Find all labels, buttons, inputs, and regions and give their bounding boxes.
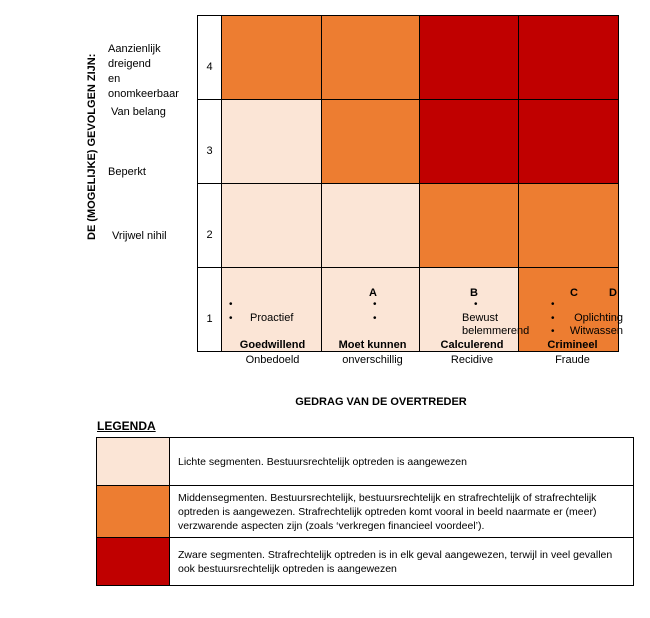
matrix-row-3: 3 — [197, 99, 619, 184]
behavior-name-moet-kunnen: Moet kunnen — [338, 339, 407, 351]
bullet-text: Bewust — [462, 311, 499, 324]
legend-swatch-light — [96, 437, 170, 486]
row-label-vrijwel-nihil: Vrijwel nihil — [112, 230, 167, 242]
matrix-cell — [419, 15, 519, 100]
y-axis-title: DE (MOGELIJKE) GEVOLGEN ZIJN: — [86, 53, 98, 240]
matrix-cell — [518, 183, 619, 268]
legend-table: Lichte segmenten. Bestuursrechtelijk opt… — [96, 437, 634, 586]
legend-text: Middensegmenten. Bestuursrechtelijk, bes… — [169, 485, 634, 538]
behavior-sub-onverschillig: onverschillig — [342, 354, 403, 366]
bullet-line: • Witwassen — [522, 325, 623, 339]
legend-text: Lichte segmenten. Bestuursrechtelijk opt… — [169, 437, 634, 486]
row-number: 2 — [197, 183, 222, 268]
legend-swatch-orange — [96, 485, 170, 538]
matrix-cell — [321, 99, 420, 184]
matrix-row-1: 1 — [197, 267, 619, 352]
matrix-cell — [321, 183, 420, 268]
legend-row-heavy: Zware segmenten. Strafrechtelijk optrede… — [96, 537, 634, 586]
bullet-icon: • — [551, 299, 555, 310]
row-label-aanzienlijk: Aanzienlijk dreigend en onomkeerbaar — [108, 43, 179, 100]
bullet-icon: • — [373, 299, 377, 310]
behavior-name-goedwillend: Goedwillend — [239, 339, 306, 351]
matrix-cell — [221, 99, 322, 184]
bullet-line: • Proactief — [222, 312, 322, 326]
bullet-line: • — [422, 298, 522, 312]
x-axis-title: GEDRAG VAN DE OVERTREDER — [295, 396, 467, 408]
behavior-name-calculerend: Calculerend — [440, 339, 504, 351]
bullet-text: Oplichting — [574, 311, 623, 324]
column-letter-b: B — [470, 287, 478, 299]
legend-swatch-red — [96, 537, 170, 586]
matrix-cell — [221, 267, 322, 352]
bullet-line: • — [323, 298, 422, 312]
risk-matrix: 4 3 2 1 — [197, 15, 619, 352]
matrix-cell — [221, 183, 322, 268]
behavior-sub-recidive: Recidive — [450, 354, 494, 366]
legend-title: LEGENDA — [97, 419, 156, 433]
bullet-icon: • — [474, 299, 478, 310]
bullet-icon: • — [551, 312, 555, 324]
behavior-sub-fraude: Fraude — [555, 354, 590, 366]
behavior-column-calculerend: • Bewust belemmerend — [422, 298, 529, 339]
column-letter-c: C — [570, 287, 578, 299]
matrix-cell — [419, 267, 519, 352]
bullet-line: • — [323, 312, 422, 326]
matrix-cell — [221, 15, 322, 100]
column-letter-d: D — [609, 287, 617, 299]
row-number: 4 — [197, 15, 222, 100]
bullet-icon: • — [373, 312, 377, 324]
column-letter-a: A — [369, 287, 377, 299]
matrix-cell — [518, 267, 619, 352]
bullet-text: belemmerend — [462, 325, 530, 337]
matrix-cell — [419, 99, 519, 184]
legend-row-middle: Middensegmenten. Bestuursrechtelijk, bes… — [96, 485, 634, 538]
behavior-column-crimineel: • • Oplichting • Witwassen — [522, 298, 623, 339]
row-number: 1 — [197, 267, 222, 352]
matrix-cell — [518, 99, 619, 184]
matrix-cell — [321, 267, 420, 352]
bullet-icon: • — [229, 299, 233, 310]
bullet-line: Bewust — [422, 312, 522, 326]
matrix-cell — [321, 15, 420, 100]
row-label-beperkt: Beperkt — [108, 166, 146, 178]
matrix-row-4: 4 — [197, 15, 619, 100]
bullet-text: Proactief — [250, 311, 294, 324]
behavior-column-moet-kunnen: • • — [323, 298, 422, 325]
bullet-icon: • — [551, 326, 555, 337]
bullet-line: • Oplichting — [522, 312, 623, 326]
legend-row-light: Lichte segmenten. Bestuursrechtelijk opt… — [96, 437, 634, 486]
row-label-van-belang: Van belang — [111, 106, 166, 118]
bullet-line: • — [222, 298, 322, 312]
legend-text: Zware segmenten. Strafrechtelijk optrede… — [169, 537, 634, 586]
matrix-cell — [419, 183, 519, 268]
behavior-name-crimineel: Crimineel — [547, 339, 598, 351]
behavior-column-goedwillend: • • Proactief — [222, 298, 322, 325]
bullet-line: • — [522, 298, 623, 312]
matrix-cell — [518, 15, 619, 100]
matrix-row-2: 2 — [197, 183, 619, 268]
behavior-sub-onbedoeld: Onbedoeld — [245, 354, 300, 366]
row-number: 3 — [197, 99, 222, 184]
bullet-line: belemmerend — [422, 325, 529, 339]
bullet-icon: • — [229, 312, 233, 324]
bullet-text: Witwassen — [569, 325, 623, 337]
